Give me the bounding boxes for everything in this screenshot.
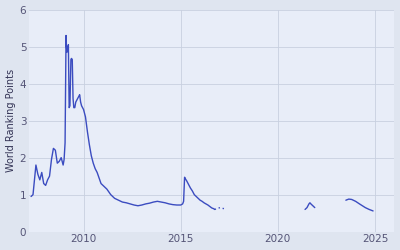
Y-axis label: World Ranking Points: World Ranking Points: [6, 69, 16, 172]
